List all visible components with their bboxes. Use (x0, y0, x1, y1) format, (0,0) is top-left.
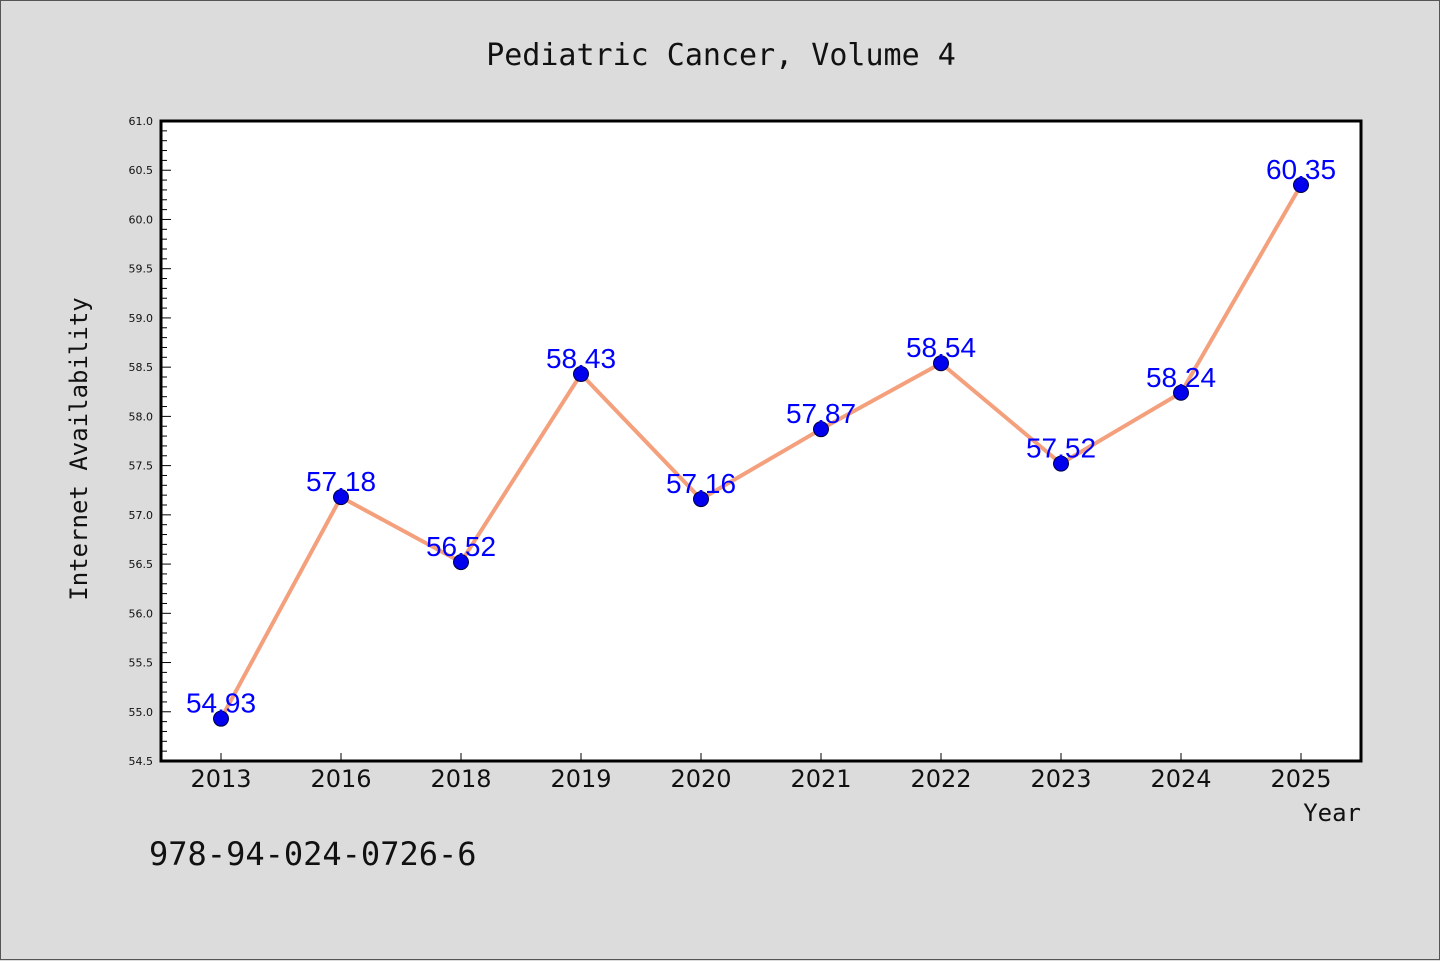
data-point (453, 554, 469, 571)
y-tick-label: 54.5 (129, 755, 154, 768)
x-tick-label: 2019 (550, 765, 611, 793)
data-point (573, 366, 589, 383)
data-point (933, 355, 949, 372)
y-tick-label: 59.5 (129, 263, 154, 276)
data-label: 58.24 (1146, 362, 1216, 393)
chart-title: Pediatric Cancer, Volume 4 (486, 38, 956, 73)
y-tick-label: 55.0 (129, 706, 154, 719)
x-tick-label: 2020 (670, 765, 731, 793)
y-tick-label: 55.5 (129, 657, 154, 670)
data-point (1173, 384, 1189, 401)
x-axis-title: Year (1303, 799, 1361, 827)
data-point (1053, 455, 1069, 472)
x-tick-label: 2025 (1270, 765, 1331, 793)
data-label: 60.35 (1266, 154, 1336, 185)
y-tick-label: 57.0 (129, 509, 154, 522)
data-label: 57.16 (666, 468, 736, 499)
series-group: 54.93 57.18 56.52 58.43 57.16 57.87 58.54 57.52… (186, 154, 1336, 727)
data-label: 54.93 (186, 688, 256, 719)
y-tick-label: 59.0 (129, 312, 154, 325)
data-point (333, 489, 349, 506)
y-tick-label: 56.0 (129, 607, 154, 620)
data-label: 58.54 (906, 332, 976, 363)
y-tick-label: 58.0 (129, 410, 154, 423)
data-point (213, 710, 229, 727)
x-tick-label: 2016 (310, 765, 371, 793)
data-label: 57.87 (786, 398, 856, 429)
data-label: 58.43 (546, 343, 616, 374)
x-axis: 2013 2016 2018 2019 2020 2021 2022 2023 2024 2025 (190, 753, 1332, 793)
y-tick-label: 57.5 (129, 460, 154, 473)
y-tick-label: 58.5 (129, 361, 154, 374)
series-line (219, 183, 1303, 721)
data-label: 57.52 (1026, 433, 1096, 464)
y-tick-label: 56.5 (129, 558, 154, 571)
data-label: 57.18 (306, 466, 376, 497)
plot-area (159, 119, 1363, 763)
y-axis-title: Internet Availability (65, 297, 93, 600)
x-tick-label: 2013 (190, 765, 251, 793)
data-point (693, 491, 709, 508)
data-label: 56.52 (426, 531, 496, 562)
x-tick-label: 2018 (430, 765, 491, 793)
x-tick-label: 2021 (790, 765, 851, 793)
y-axis: 54.5 55.0 55.5 56.0 56.5 57.0 57.5 58.0 58.5 59.0… (129, 115, 171, 768)
y-tick-label: 60.5 (129, 164, 154, 177)
y-tick-label: 60.0 (129, 213, 154, 226)
y-tick-label: 61.0 (129, 115, 154, 128)
isbn-annotation: 978-94-024-0726-6 (149, 835, 477, 873)
x-tick-label: 2024 (1150, 765, 1211, 793)
x-tick-label: 2022 (910, 765, 971, 793)
x-tick-label: 2023 (1030, 765, 1091, 793)
data-point (1293, 177, 1309, 193)
data-point (813, 421, 829, 438)
